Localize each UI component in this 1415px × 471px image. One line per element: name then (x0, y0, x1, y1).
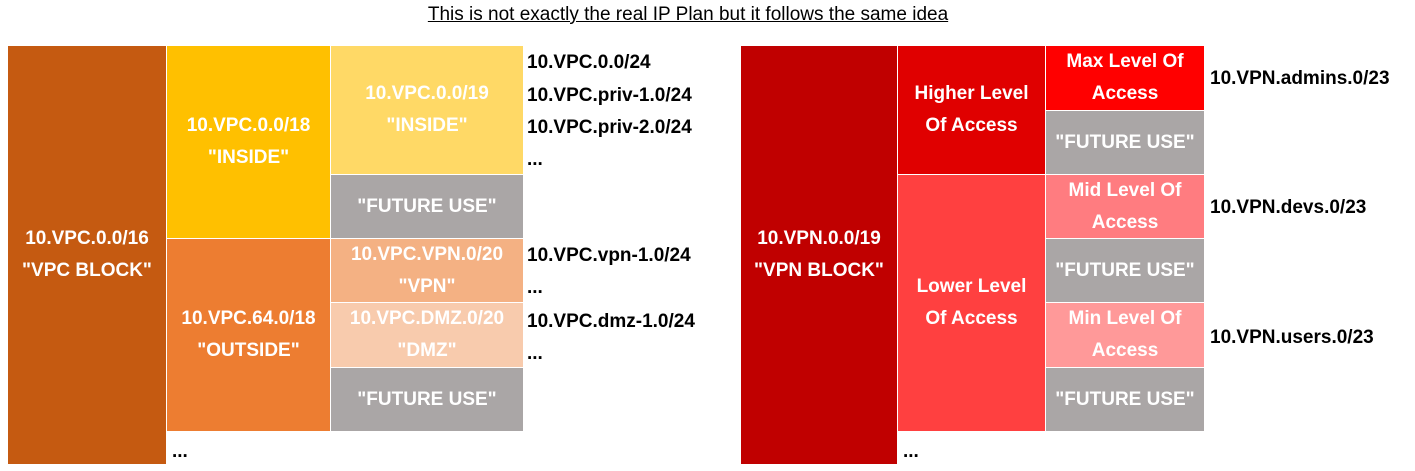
vpn-more-ellipsis: ... (903, 441, 919, 462)
vpc-vpn-20-cidr: 10.VPC.VPN.0/20 (350, 243, 504, 265)
diagram-title: This is not exactly the real IP Plan but… (427, 4, 949, 25)
vpn-min-future-cell: "FUTURE USE" (1046, 368, 1205, 432)
vpc-subnet-ellipsis: ... (527, 277, 543, 298)
vpn-lower-cell: Lower Level Of Access (898, 175, 1046, 432)
vpn-mid-line2: Access (1091, 211, 1159, 233)
vpn-min-future-label: "FUTURE USE" (1055, 388, 1195, 410)
vpn-max-line2: Access (1091, 83, 1159, 104)
vpn-subnet-label: 10.VPN.users.0/23 (1210, 327, 1374, 348)
vpc-outside-name: "OUTSIDE" (197, 340, 300, 361)
vpc-inside-19-cidr: 10.VPC.0.0/19 (365, 83, 489, 104)
vpc-vpn-20-cell: 10.VPC.VPN.0/20 "VPN" (331, 239, 524, 303)
vpc-subnet-label: 10.VPC.dmz-1.0/24 (527, 311, 695, 332)
vpn-mid-future-cell: "FUTURE USE" (1046, 239, 1205, 303)
vpc-block-cell: 10.VPC.0.0/16 "VPC BLOCK" (8, 46, 167, 465)
vpn-mid-future-label: "FUTURE USE" (1055, 259, 1195, 281)
vpc-subnet-label: 10.VPC.priv-1.0/24 (527, 85, 692, 106)
vpc-subnet-label: 10.VPC.priv-2.0/24 (527, 117, 692, 138)
vpn-higher-line1: Higher Level (914, 83, 1029, 104)
vpc-dmz-20-cidr: 10.VPC.DMZ.0/20 (349, 308, 505, 329)
vpc-inside-cell: 10.VPC.0.0/18 "INSIDE" (167, 46, 331, 239)
vpn-block-cell: 10.VPN.0.0/19 "VPN BLOCK" (741, 46, 898, 465)
vpc-outside-future-cell: "FUTURE USE" (331, 368, 524, 432)
vpn-subnet-label: 10.VPN.admins.0/23 (1210, 68, 1390, 89)
vpc-subnet-ellipsis: ... (527, 149, 543, 170)
vpc-outside-cidr: 10.VPC.64.0/18 (181, 308, 316, 329)
vpn-lower-line2: Of Access (925, 308, 1018, 329)
vpc-more-ellipsis: ... (172, 441, 188, 462)
vpc-subnet-ellipsis: ... (527, 343, 543, 364)
vpn-block-name: "VPN BLOCK" (754, 260, 884, 281)
vpc-subnet-label: 10.VPC.vpn-1.0/24 (527, 245, 691, 266)
vpn-mid-line1: Mid Level Of (1068, 179, 1182, 201)
vpn-higher-future-label: "FUTURE USE" (1055, 131, 1195, 153)
vpn-max-cell: Max Level Of Access (1046, 46, 1205, 111)
vpc-inside-name: "INSIDE" (207, 147, 290, 168)
vpc-inside-future-cell: "FUTURE USE" (331, 175, 524, 239)
vpc-dmz-20-cell: 10.VPC.DMZ.0/20 "DMZ" (331, 303, 524, 368)
vpn-max-line1: Max Level Of (1066, 51, 1184, 72)
vpn-lower-line1: Lower Level (916, 276, 1027, 297)
vpc-block-cidr: 10.VPC.0.0/16 (25, 228, 149, 249)
vpc-subnet-label: 10.VPC.0.0/24 (527, 52, 651, 73)
vpn-higher-cell: Higher Level Of Access (898, 46, 1046, 175)
vpc-outside-future-label: "FUTURE USE" (357, 388, 497, 410)
vpn-subnet-label: 10.VPN.devs.0/23 (1210, 197, 1367, 218)
vpc-inside-19-cell: 10.VPC.0.0/19 "INSIDE" (331, 46, 524, 175)
vpn-min-cell: Min Level Of Access (1046, 303, 1205, 368)
vpn-mid-cell: Mid Level Of Access (1046, 175, 1205, 239)
vpn-higher-future-cell: "FUTURE USE" (1046, 111, 1205, 175)
vpn-higher-line2: Of Access (925, 115, 1018, 136)
vpn-min-line2: Access (1091, 340, 1159, 361)
vpc-dmz-20-name: "DMZ" (397, 340, 457, 361)
vpc-inside-19-name: "INSIDE" (386, 115, 468, 136)
vpn-block-cidr: 10.VPN.0.0/19 (757, 228, 881, 249)
vpn-min-line1: Min Level Of (1068, 308, 1182, 329)
vpc-vpn-20-name: "VPN" (398, 275, 456, 297)
vpc-block-name: "VPC BLOCK" (22, 260, 152, 281)
vpc-inside-future-label: "FUTURE USE" (357, 195, 497, 217)
vpc-outside-cell: 10.VPC.64.0/18 "OUTSIDE" (167, 239, 331, 432)
vpc-inside-cidr: 10.VPC.0.0/18 (186, 115, 311, 136)
